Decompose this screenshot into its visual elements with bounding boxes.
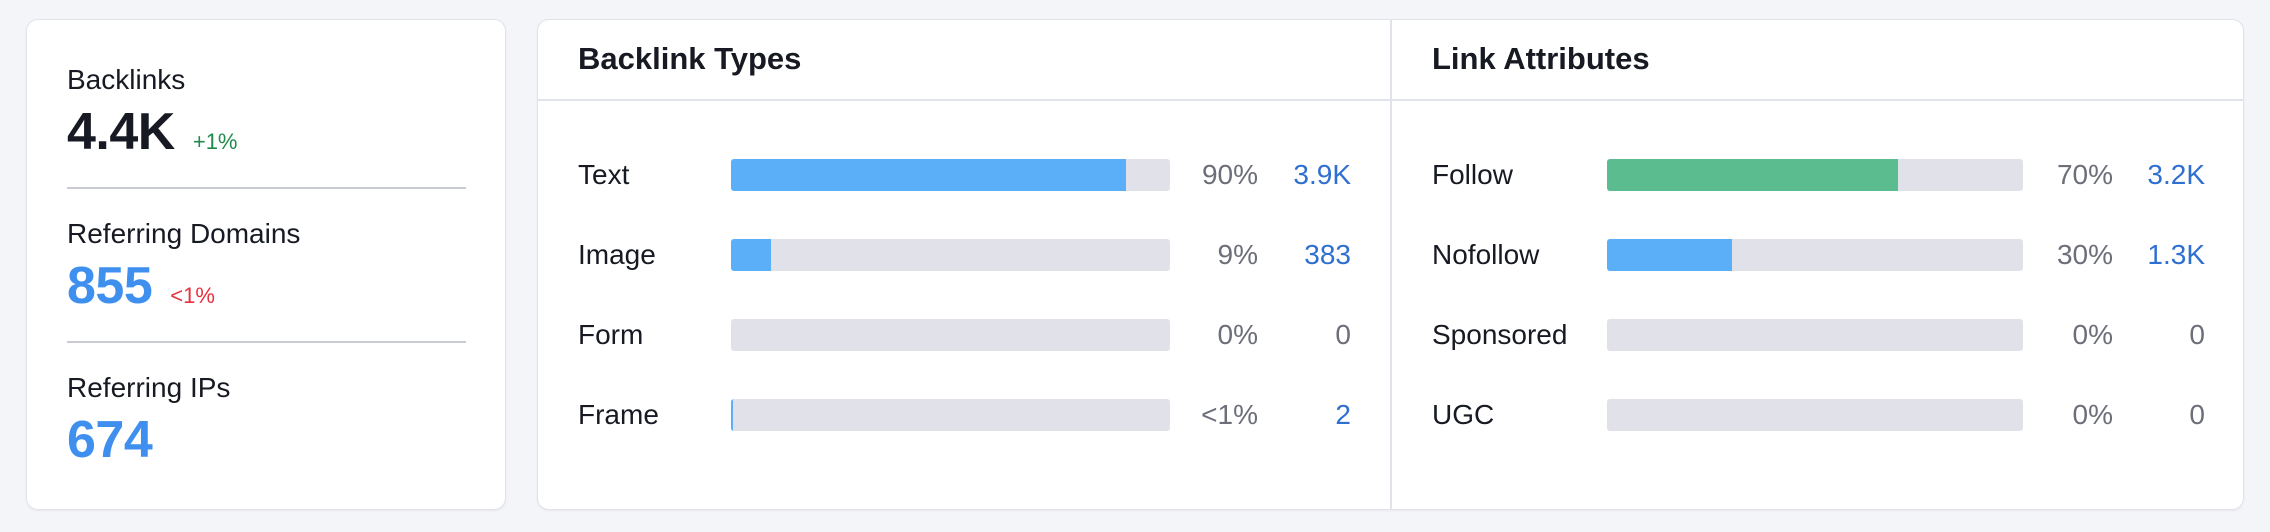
referring-domains-delta: <1% — [170, 283, 215, 308]
row-count-link[interactable]: 383 — [1304, 239, 1351, 270]
row-count: 0 — [2189, 319, 2205, 350]
backlinks-delta: +1% — [192, 129, 238, 154]
row-label: Nofollow — [1432, 239, 1540, 270]
progress-bar-track — [731, 239, 1170, 271]
row-percent: <1% — [1201, 399, 1258, 430]
row-label: Text — [578, 159, 630, 190]
row-count-link[interactable]: 2 — [1335, 399, 1351, 430]
row-percent: 0% — [2072, 399, 2113, 430]
divider — [67, 341, 466, 343]
link-attributes-title: Link Attributes — [1432, 41, 1650, 76]
breakdown-row-ugc: UGC 0% 0 — [1432, 395, 2205, 435]
row-label: UGC — [1432, 399, 1495, 430]
referring-domains-value[interactable]: 855 — [67, 257, 153, 315]
breakdown-row-nofollow: Nofollow 30% 1.3K — [1432, 235, 2205, 275]
progress-bar-fill — [731, 159, 1127, 191]
progress-bar-track — [1607, 239, 2023, 271]
referring-ips-metric: Referring IPs 674 — [67, 372, 230, 470]
progress-bar-track — [731, 319, 1170, 351]
progress-bar-track — [731, 399, 1170, 431]
row-percent: 30% — [2056, 239, 2113, 270]
breakdown-row-sponsored: Sponsored 0% 0 — [1432, 315, 2205, 355]
row-count-link[interactable]: 3.2K — [2147, 159, 2205, 190]
progress-bar-fill — [731, 239, 771, 271]
referring-domains-label: Referring Domains — [67, 218, 301, 249]
row-label: Sponsored — [1432, 319, 1568, 350]
backlink-breakdown-card: Backlink Types Link Attributes Text 90% 3.… — [537, 19, 2244, 510]
progress-bar-fill — [1607, 239, 1732, 271]
summary-card: Backlinks 4.4K +1% Referring Domains 855… — [26, 19, 506, 510]
divider — [67, 187, 466, 189]
progress-bar-fill — [1607, 159, 1899, 191]
referring-domains-metric: Referring Domains 855 <1% — [67, 218, 300, 316]
row-label: Form — [578, 319, 644, 350]
row-percent: 70% — [2056, 159, 2113, 190]
progress-bar-track — [731, 159, 1170, 191]
row-count-link[interactable]: 1.3K — [2147, 239, 2205, 270]
backlinks-value[interactable]: 4.4K — [67, 103, 175, 161]
referring-ips-value[interactable]: 674 — [67, 411, 153, 469]
referring-ips-label: Referring IPs — [67, 372, 231, 403]
backlink-types-title: Backlink Types — [578, 41, 802, 76]
row-count: 0 — [2189, 399, 2205, 430]
progress-bar-fill — [731, 399, 733, 431]
row-percent: 0% — [2072, 319, 2113, 350]
breakdown-row-frame: Frame <1% 2 — [578, 395, 1351, 435]
row-count: 0 — [1335, 319, 1351, 350]
row-label: Follow — [1432, 159, 1513, 190]
row-label: Frame — [578, 399, 659, 430]
row-label: Image — [578, 239, 656, 270]
breakdown-row-follow: Follow 70% 3.2K — [1432, 155, 2205, 195]
breakdown-row-image: Image 9% 383 — [578, 235, 1351, 275]
row-count-link[interactable]: 3.9K — [1293, 159, 1351, 190]
backlinks-metric: Backlinks 4.4K +1% — [67, 64, 238, 162]
row-percent: 0% — [1217, 319, 1258, 350]
progress-bar-track — [1607, 159, 2023, 191]
breakdown-row-form: Form 0% 0 — [578, 315, 1351, 355]
progress-bar-track — [1607, 399, 2023, 431]
backlinks-label: Backlinks — [67, 64, 186, 95]
section-divider — [1390, 20, 1392, 509]
row-percent: 90% — [1201, 159, 1258, 190]
row-percent: 9% — [1217, 239, 1258, 270]
progress-bar-track — [1607, 319, 2023, 351]
breakdown-row-text: Text 90% 3.9K — [578, 155, 1351, 195]
